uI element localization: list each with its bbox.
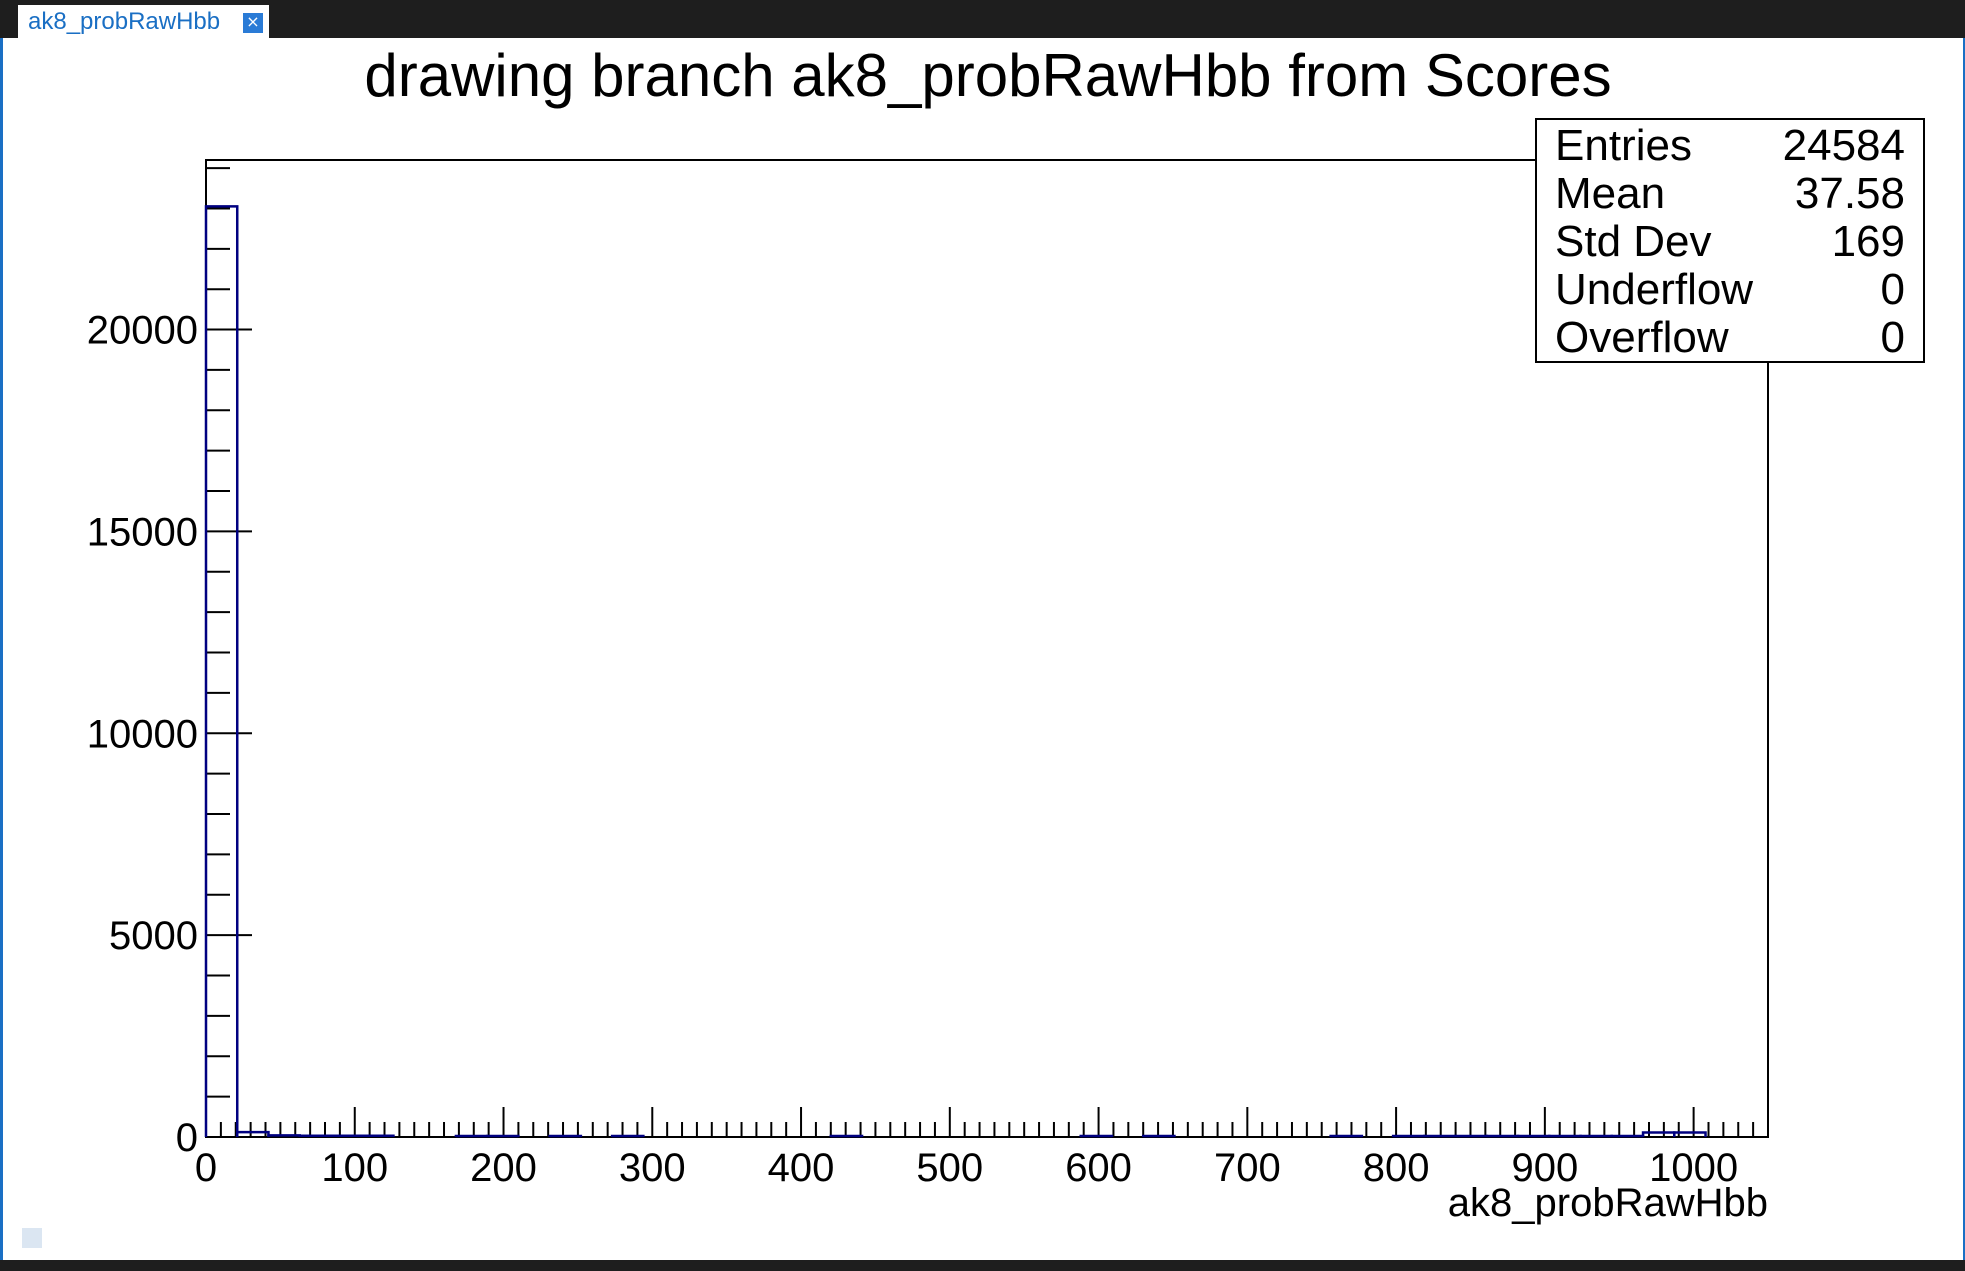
stats-row: Overflow 0 [1555, 314, 1905, 362]
x-tick-label: 900 [1511, 1146, 1578, 1190]
axis-ticks [205, 167, 1769, 1138]
tick-labels: 0 100 200 300 400 500 600 700 800 900 100005000100… [87, 309, 1738, 1190]
histogram-bin [1516, 1134, 1551, 1138]
histogram-bin [1579, 1134, 1614, 1138]
stats-label: Std Dev [1555, 217, 1712, 266]
y-tick-label: 15000 [87, 510, 198, 554]
x-tick-label: 800 [1363, 1146, 1430, 1190]
plot-frame [205, 159, 1769, 1138]
status-indicator-icon [22, 1228, 42, 1248]
x-tick-label: 300 [619, 1146, 686, 1190]
x-tick-label: 400 [768, 1146, 835, 1190]
stats-value: 0 [1880, 313, 1905, 362]
histogram-bin [360, 1134, 395, 1138]
tab-label: ak8_probRawHbb [28, 7, 221, 35]
histogram-bin [204, 205, 239, 1137]
stats-label: Mean [1555, 169, 1666, 218]
x-tick-label: 200 [470, 1146, 537, 1190]
histogram-bin [1423, 1134, 1457, 1138]
histogram-bin [548, 1134, 583, 1138]
y-tick-label: 5000 [109, 914, 198, 958]
x-tick-label: 600 [1065, 1146, 1132, 1190]
x-axis-label: ak8_probRawHbb [1448, 1181, 1768, 1225]
stats-value: 37.58 [1794, 169, 1905, 218]
histogram-bin [1673, 1131, 1707, 1137]
histogram-bin [1079, 1134, 1114, 1138]
histogram-bin [454, 1134, 489, 1138]
x-tick-label: 100 [321, 1146, 388, 1190]
stats-value: 169 [1831, 217, 1905, 266]
histogram-bin [1454, 1134, 1489, 1138]
stats-row: Std Dev 169 [1555, 218, 1905, 266]
close-icon[interactable]: × [243, 13, 263, 33]
stats-value: 24584 [1782, 121, 1905, 170]
stats-value: 0 [1880, 265, 1905, 314]
histogram-bin [829, 1134, 864, 1138]
window-title-bar: ak8_probRawHbb × [0, 0, 1965, 38]
stats-box: Entries 24584 Mean 37.58 Std Dev 169 Underflow… [1535, 118, 1925, 363]
stats-row: Mean 37.58 [1555, 170, 1905, 218]
histogram-bin [610, 1134, 645, 1138]
histogram-bin [298, 1134, 333, 1138]
histogram-bin [329, 1134, 364, 1138]
status-bar [0, 1260, 1965, 1271]
x-tick-label: 0 [195, 1146, 217, 1190]
histogram-bin [485, 1134, 520, 1138]
histogram-bin [1485, 1134, 1520, 1138]
stats-label: Overflow [1555, 313, 1729, 362]
y-tick-label: 10000 [87, 712, 198, 756]
histogram-bins [204, 205, 1707, 1138]
histogram-bin [1141, 1134, 1176, 1138]
frame-border-left [0, 38, 3, 1260]
x-tick-label: 700 [1214, 1146, 1281, 1190]
plot-area-border [205, 159, 1769, 1138]
stats-row: Underflow 0 [1555, 266, 1905, 314]
stats-label: Entries [1555, 121, 1692, 170]
histogram-canvas: drawing branch ak8_probRawHbb from Score… [87, 42, 1769, 1225]
y-tick-label: 20000 [87, 309, 198, 353]
x-tick-label: 1000 [1649, 1146, 1738, 1190]
tab-ak8-probrawhbb[interactable]: ak8_probRawHbb × [12, 5, 269, 38]
histogram-bin [1548, 1134, 1582, 1138]
histogram-bin [1610, 1134, 1645, 1138]
stats-label: Underflow [1555, 265, 1754, 314]
histogram-bin [1391, 1134, 1426, 1138]
y-tick-label: 0 [176, 1116, 198, 1160]
frame-border-right [1963, 38, 1965, 1260]
chart-title: drawing branch ak8_probRawHbb from Score… [364, 42, 1611, 109]
x-tick-label: 500 [916, 1146, 983, 1190]
stats-row: Entries 24584 [1555, 122, 1905, 170]
histogram-bin [1329, 1134, 1364, 1138]
